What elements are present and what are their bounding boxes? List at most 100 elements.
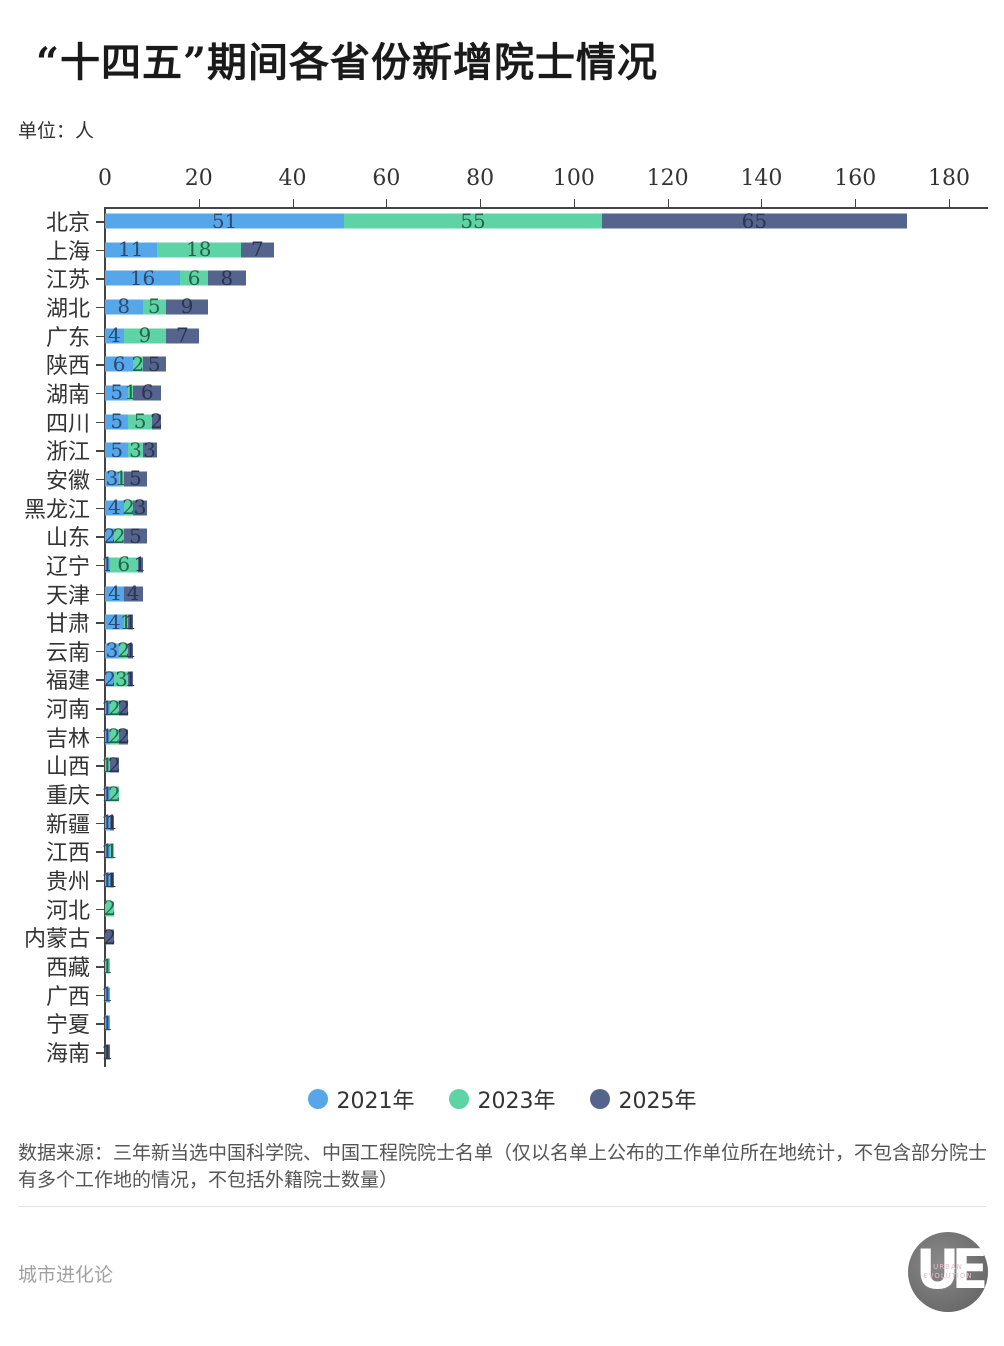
bar-segment[interactable]: 6: [133, 380, 162, 405]
bar-segment[interactable]: 1: [106, 841, 119, 861]
bar-segment[interactable]: 3: [105, 640, 120, 660]
y-tick-mark: [96, 306, 104, 309]
bar-value-label: 65: [741, 208, 768, 233]
bar-segment[interactable]: 2: [103, 927, 116, 947]
bar-segment[interactable]: 11: [105, 239, 157, 259]
bar-segment[interactable]: 1: [101, 1042, 114, 1062]
bar-segment[interactable]: 2: [117, 726, 130, 746]
bar-segment[interactable]: 2: [108, 726, 121, 746]
y-tick-mark: [96, 937, 104, 939]
category-label: 辽宁: [45, 554, 90, 580]
bar-segment[interactable]: 1: [134, 554, 147, 574]
bar-segment[interactable]: 9: [165, 297, 209, 317]
y-tick-mark: [96, 335, 104, 338]
bar-segment[interactable]: 1: [106, 870, 119, 890]
bar-segment[interactable]: 55: [344, 211, 602, 231]
bar-value-label: 6: [140, 380, 154, 405]
bar-segment[interactable]: 2: [103, 896, 117, 921]
x-tick-label: 160: [834, 166, 877, 191]
bar-segment[interactable]: 3: [142, 440, 157, 460]
bar-segment[interactable]: 2: [117, 640, 130, 660]
x-tick-mark: [573, 199, 575, 207]
bar-segment[interactable]: 5: [105, 383, 129, 403]
category-label: 吉林: [45, 726, 90, 752]
bar-segment[interactable]: 4: [105, 497, 124, 517]
category-label: 湖北: [45, 296, 90, 322]
bar-segment[interactable]: 5: [142, 297, 166, 317]
category-label: 江西: [45, 841, 90, 867]
bar-segment[interactable]: 2: [117, 695, 131, 720]
bar-segment[interactable]: 1: [106, 812, 119, 832]
y-tick-mark: [96, 851, 104, 853]
legend-dot-icon: [307, 1089, 328, 1109]
bar-segment[interactable]: 1: [101, 1013, 114, 1033]
bar-segment[interactable]: 9: [123, 325, 166, 345]
legend-item-2025[interactable]: 2025年: [589, 1082, 697, 1116]
bar-segment[interactable]: 7: [240, 239, 274, 259]
bar-segment[interactable]: 8: [105, 297, 143, 317]
bar-segment[interactable]: 1: [124, 669, 137, 689]
bar-segment[interactable]: 65: [602, 208, 907, 233]
y-tick-mark: [96, 507, 104, 510]
legend-item-2023[interactable]: 2023年: [448, 1082, 556, 1116]
x-tick-mark: [292, 199, 294, 207]
bar-value-label: 3: [129, 437, 142, 462]
bar-segment[interactable]: 5: [105, 411, 129, 431]
bar-segment[interactable]: 5: [128, 409, 152, 434]
bar-segment[interactable]: 3: [133, 497, 148, 517]
bar-segment[interactable]: 2: [103, 526, 116, 546]
bar-segment[interactable]: 6: [105, 354, 134, 374]
bar-segment[interactable]: 4: [105, 612, 124, 632]
x-tick-mark: [198, 199, 200, 207]
y-axis-line: [104, 207, 106, 1067]
logo-subtext: URBAN EVOLUTION: [923, 1263, 973, 1280]
y-tick-mark: [96, 1052, 104, 1054]
x-tick-label: 60: [372, 166, 401, 191]
bar-value-label: 2: [103, 896, 117, 921]
bar-segment[interactable]: 1: [124, 640, 137, 660]
bar-value-label: 7: [175, 323, 189, 348]
y-tick-mark: [96, 966, 104, 968]
category-label: 四川: [45, 411, 90, 437]
category-label: 北京: [45, 211, 90, 236]
legend: 2021年 2023年 2025年: [0, 1082, 1004, 1116]
bar-segment[interactable]: 6: [180, 268, 209, 288]
bar-segment[interactable]: 1: [101, 984, 114, 1004]
bar-segment[interactable]: 51: [105, 208, 345, 233]
bar-segment[interactable]: 3: [128, 437, 143, 462]
bar-segment[interactable]: 5: [142, 354, 166, 374]
bar-segment[interactable]: 2: [108, 755, 121, 775]
bar-segment[interactable]: 1: [124, 612, 137, 632]
y-tick-mark: [96, 708, 104, 710]
bar-segment[interactable]: 2: [108, 698, 121, 718]
bar-value-label: 51: [211, 208, 238, 233]
bar-segment[interactable]: 3: [114, 669, 129, 689]
bar-segment[interactable]: 5: [105, 440, 129, 460]
bar-segment[interactable]: 18: [156, 239, 241, 259]
bar-segment[interactable]: 1: [101, 956, 114, 976]
category-label: 山东: [45, 526, 90, 552]
legend-item-2021[interactable]: 2021年: [307, 1082, 415, 1116]
bar-segment[interactable]: 6: [109, 554, 138, 574]
bar-segment[interactable]: 5: [123, 526, 148, 546]
bar-segment[interactable]: 4: [105, 583, 124, 603]
bar-segment[interactable]: 4: [123, 583, 143, 603]
bar-segment[interactable]: 2: [131, 354, 144, 374]
bar-segment[interactable]: 4: [105, 325, 124, 345]
bar-segment[interactable]: 2: [108, 784, 121, 804]
bar-segment[interactable]: 2: [113, 526, 126, 546]
category-label: 云南: [45, 640, 90, 666]
bar-value-label: 5: [133, 409, 147, 434]
bar-segment[interactable]: 8: [208, 268, 246, 288]
x-axis-line: [105, 207, 988, 209]
bar-segment[interactable]: 5: [123, 468, 148, 488]
bar-segment[interactable]: 3: [105, 468, 120, 488]
bar-segment[interactable]: 16: [105, 268, 181, 288]
bar-value-label: 2: [117, 695, 131, 720]
bar-segment[interactable]: 2: [150, 411, 163, 431]
x-tick-label: 140: [740, 166, 783, 191]
bar-segment[interactable]: 2: [122, 497, 135, 517]
y-tick-mark: [96, 249, 104, 252]
bar-segment[interactable]: 7: [165, 323, 199, 348]
bar-segment[interactable]: 2: [103, 669, 116, 689]
